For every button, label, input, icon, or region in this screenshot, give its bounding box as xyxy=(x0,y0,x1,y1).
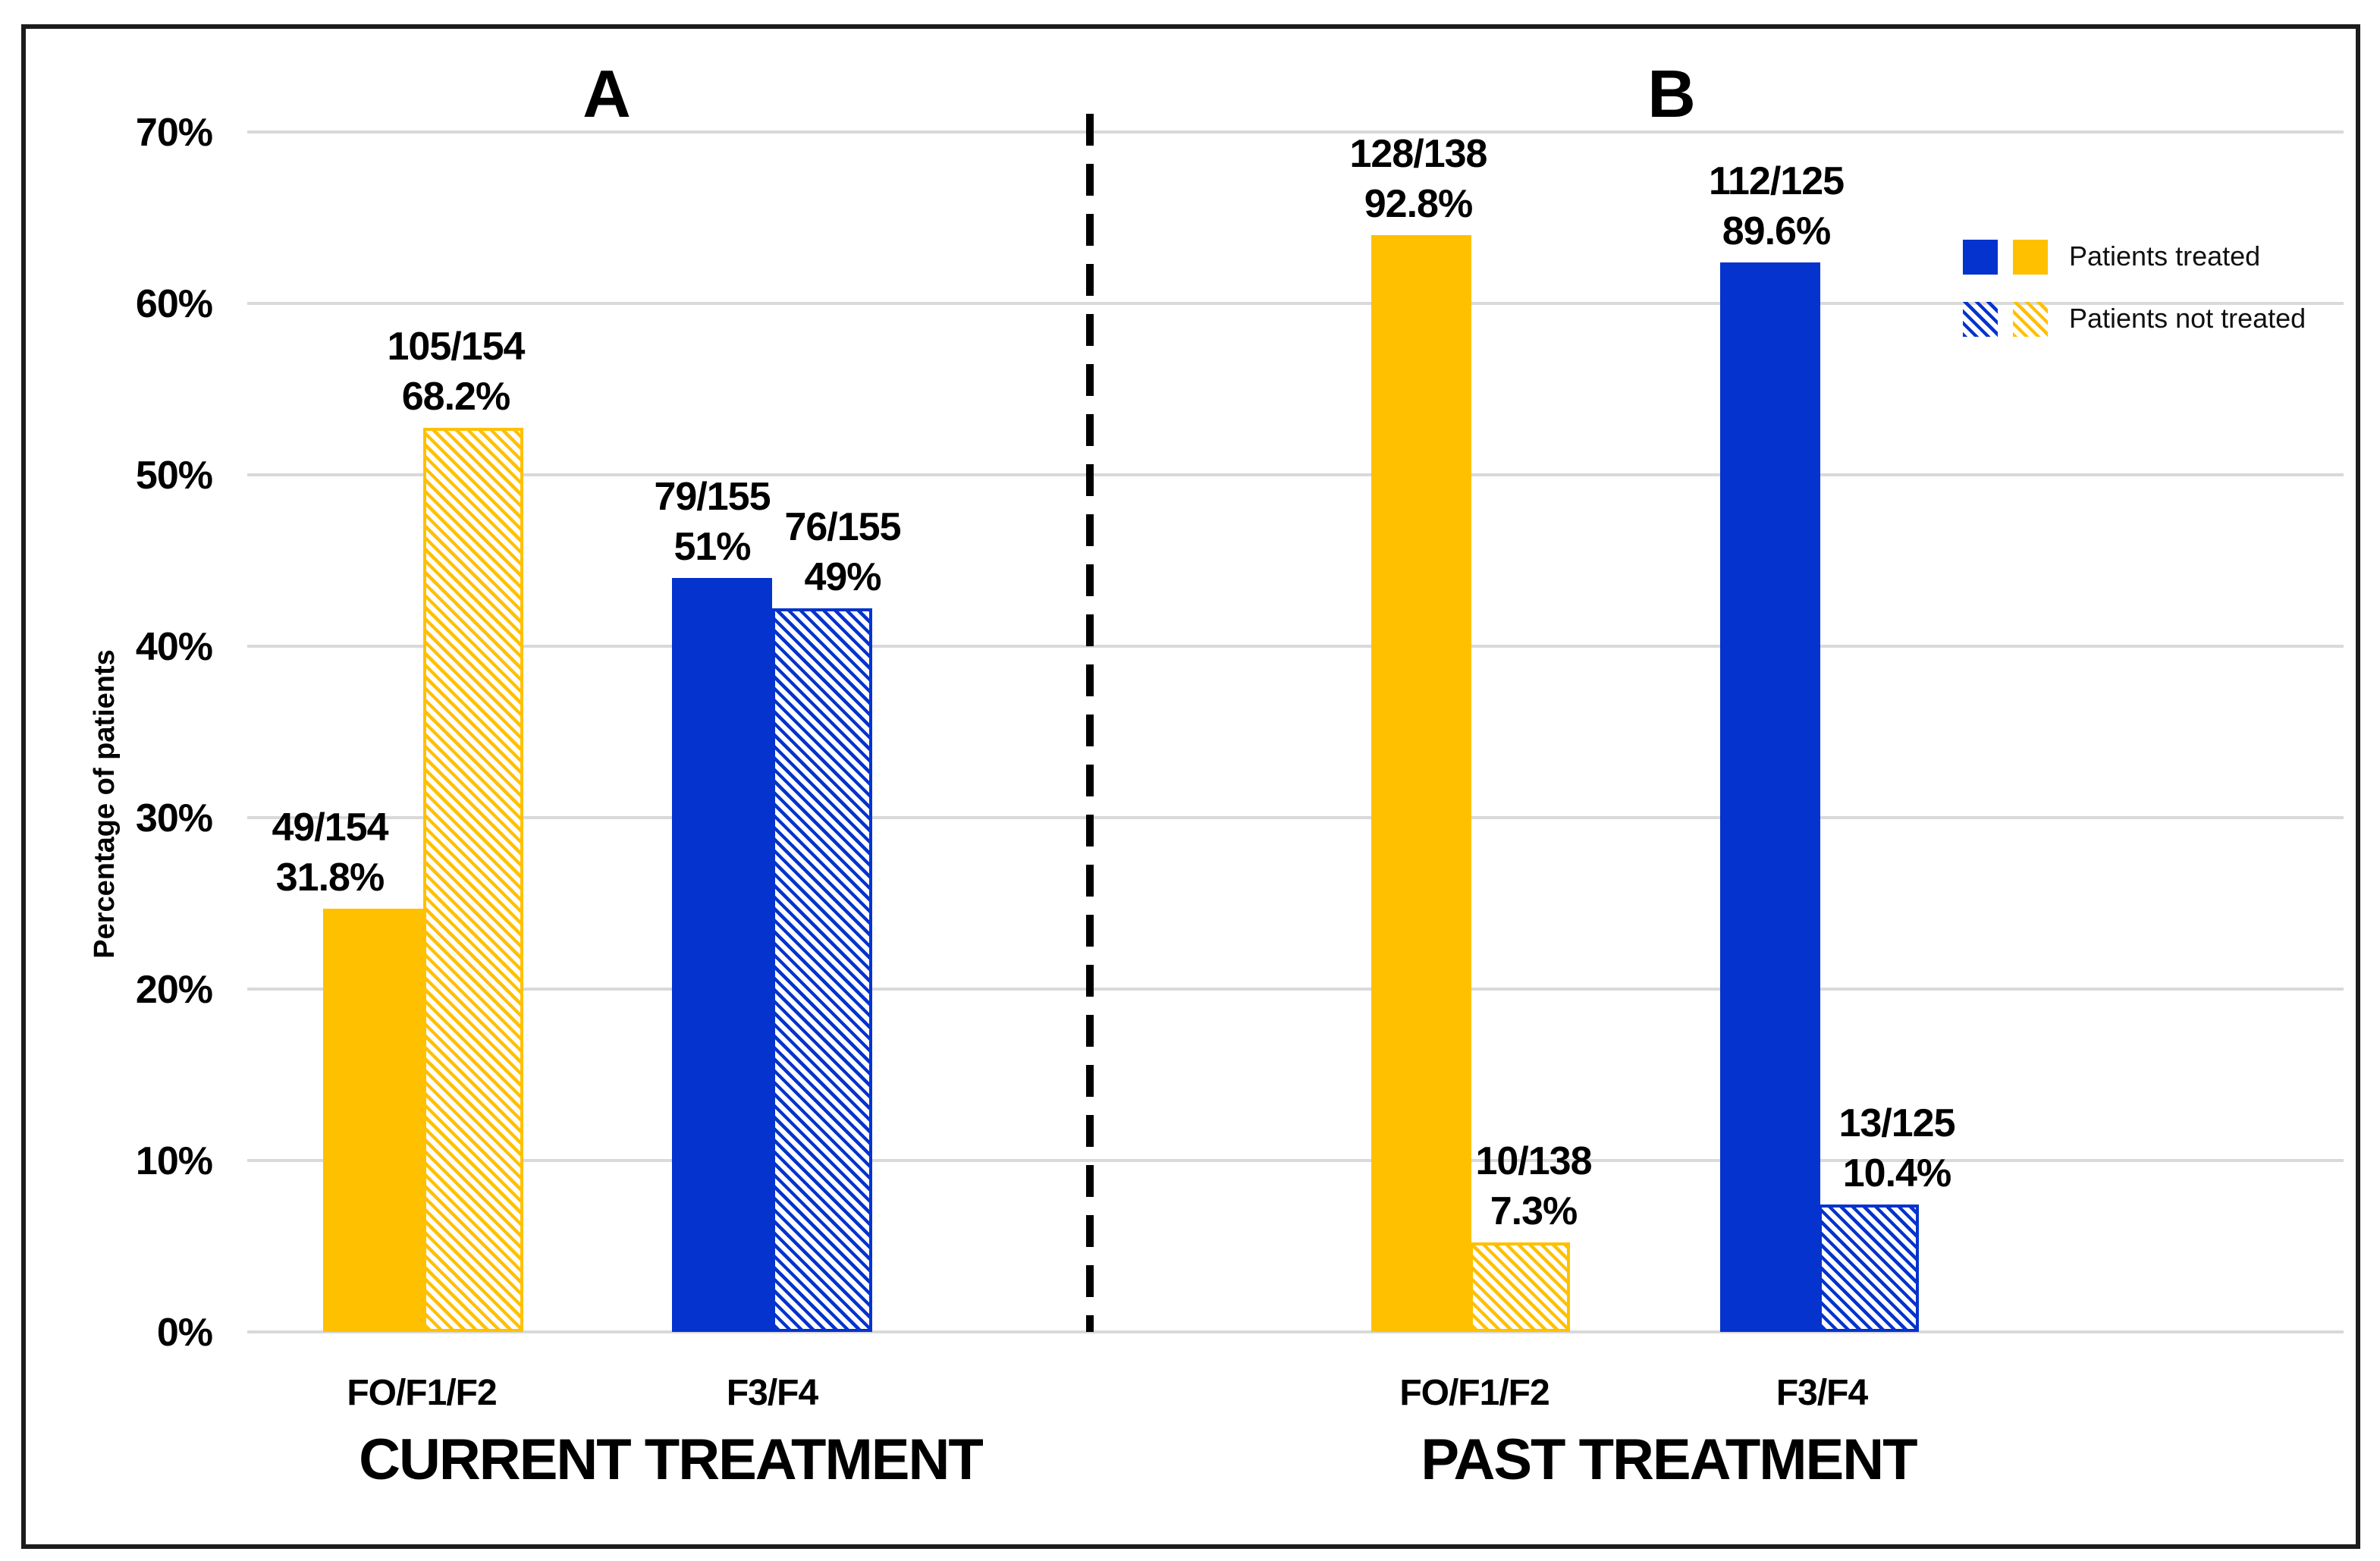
annotation-count: 10/138 xyxy=(1475,1138,1592,1184)
category-label-FO/F1/F2: FO/F1/F2 xyxy=(1399,1373,1550,1414)
legend-swatch-yellow-solid-icon xyxy=(2013,240,2048,275)
panel-letter-b: B xyxy=(1647,58,1696,132)
annotation-count: 49/154 xyxy=(272,803,388,850)
annotation-percent: 68.2% xyxy=(401,373,510,419)
gridline-30% xyxy=(247,816,2344,819)
legend-swatch-blue-hatched-icon xyxy=(1963,302,1998,337)
gridline-70% xyxy=(247,130,2344,133)
annotation-percent: 49% xyxy=(804,554,881,600)
legend-row-not-treated: Patients not treated xyxy=(1963,302,2306,337)
annotation-count: 76/155 xyxy=(784,504,901,550)
gridline-50% xyxy=(247,473,2344,476)
bar-annotation-105-154: 105/154 68.2% xyxy=(304,322,608,422)
legend-label-not-treated: Patients not treated xyxy=(2069,303,2306,334)
y-tick-label-20%: 20% xyxy=(135,966,213,1012)
annotation-percent: 31.8% xyxy=(275,853,385,900)
bar-b-F3/F4-hatched xyxy=(1818,1205,1918,1332)
annotation-count: 128/138 xyxy=(1349,130,1488,176)
category-label-F3/F4: F3/F4 xyxy=(726,1373,818,1414)
bar-annotation-79-155: 79/155 51% xyxy=(560,472,864,572)
gridline-0% xyxy=(247,1330,2344,1333)
bar-a-F3/F4-hatched xyxy=(771,608,871,1332)
panel-letter-a: A xyxy=(582,58,631,132)
gridline-10% xyxy=(247,1159,2344,1162)
annotation-count: 13/125 xyxy=(1838,1100,1955,1146)
legend-swatch-yellow-hatched-icon xyxy=(2013,302,2048,337)
annotation-percent: 92.8% xyxy=(1364,180,1473,226)
legend-row-treated: Patients treated xyxy=(1963,240,2306,275)
y-tick-label-10%: 10% xyxy=(135,1138,213,1183)
annotation-percent: 89.6% xyxy=(1722,207,1831,253)
bar-annotation-13-125: 13/125 10.4% xyxy=(1745,1099,2049,1199)
section-title-past-treatment: PAST TREATMENT xyxy=(1421,1429,1917,1493)
bar-b-FO/F1/F2-solid xyxy=(1371,234,1471,1332)
gridline-40% xyxy=(247,645,2344,648)
annotation-percent: 10.4% xyxy=(1842,1150,1951,1196)
y-tick-label-50%: 50% xyxy=(135,452,213,498)
annotation-percent: 7.3% xyxy=(1490,1188,1578,1234)
bar-a-FO/F1/F2-hatched xyxy=(422,428,523,1332)
gridline-60% xyxy=(247,302,2344,305)
bar-annotation-10-138: 10/138 7.3% xyxy=(1382,1136,1685,1236)
annotation-count: 112/125 xyxy=(1708,157,1845,203)
bar-annotation-76-155: 76/155 49% xyxy=(691,502,994,602)
y-tick-label-60%: 60% xyxy=(135,281,213,326)
bar-b-F3/F4-solid xyxy=(1720,262,1820,1332)
bar-annotation-49-154: 49/154 31.8% xyxy=(178,802,482,903)
y-axis-title: Percentage of patients xyxy=(89,649,121,959)
gridline-20% xyxy=(247,988,2344,991)
y-tick-label-70%: 70% xyxy=(135,109,213,155)
y-tick-label-40%: 40% xyxy=(135,623,213,669)
bar-b-FO/F1/F2-hatched xyxy=(1470,1242,1570,1332)
legend-swatch-blue-solid-icon xyxy=(1963,240,1998,275)
bar-a-FO/F1/F2-solid xyxy=(322,908,422,1332)
category-label-F3/F4: F3/F4 xyxy=(1776,1373,1868,1414)
panel-divider-dashed-line xyxy=(1086,114,1094,1332)
annotation-count: 79/155 xyxy=(654,473,771,519)
category-label-FO/F1/F2: FO/F1/F2 xyxy=(347,1373,497,1414)
bar-annotation-128-138: 128/138 92.8% xyxy=(1267,129,1570,229)
legend: Patients treated Patients not treated xyxy=(1963,240,2306,364)
annotation-count: 105/154 xyxy=(387,323,526,369)
bar-annotation-112-125: 112/125 89.6% xyxy=(1625,156,1928,256)
y-tick-label-0%: 0% xyxy=(156,1309,213,1355)
section-title-current-treatment: CURRENT TREATMENT xyxy=(359,1429,984,1493)
y-tick-label-30%: 30% xyxy=(135,795,213,840)
annotation-percent: 51% xyxy=(673,523,751,569)
legend-label-treated: Patients treated xyxy=(2069,241,2261,272)
bar-a-F3/F4-solid xyxy=(671,577,771,1332)
